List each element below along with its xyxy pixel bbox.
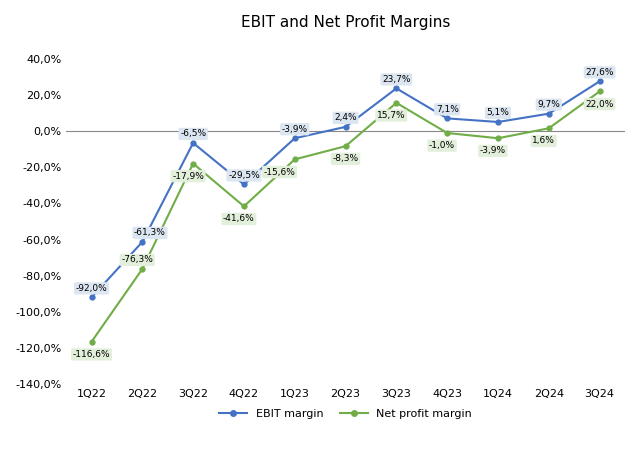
- EBIT margin: [494, 119, 502, 125]
- Text: 22,0%: 22,0%: [586, 100, 614, 109]
- Net profit margin: [342, 144, 349, 149]
- Text: -3,9%: -3,9%: [480, 146, 506, 156]
- Line: EBIT margin: EBIT margin: [89, 79, 602, 300]
- Text: 5,1%: 5,1%: [486, 108, 509, 118]
- EBIT margin: [240, 181, 248, 187]
- EBIT margin: [291, 136, 299, 141]
- Text: -8,3%: -8,3%: [333, 154, 358, 163]
- Net profit margin: [88, 339, 95, 344]
- Net profit margin: [596, 89, 604, 94]
- EBIT margin: [444, 116, 451, 121]
- Text: -17,9%: -17,9%: [172, 172, 204, 181]
- Net profit margin: [545, 125, 552, 131]
- Net profit margin: [444, 130, 451, 136]
- Net profit margin: [189, 161, 197, 166]
- Text: 1,6%: 1,6%: [532, 137, 555, 145]
- Net profit margin: [291, 156, 299, 162]
- EBIT margin: [138, 239, 146, 244]
- Text: 2,4%: 2,4%: [334, 113, 357, 122]
- Text: -3,9%: -3,9%: [282, 125, 308, 134]
- Text: 23,7%: 23,7%: [382, 75, 411, 84]
- Net profit margin: [240, 204, 248, 209]
- EBIT margin: [88, 294, 95, 300]
- Text: -61,3%: -61,3%: [134, 228, 166, 238]
- EBIT margin: [342, 124, 349, 130]
- Net profit margin: [392, 100, 400, 106]
- Text: -116,6%: -116,6%: [73, 350, 110, 359]
- Text: 27,6%: 27,6%: [586, 68, 614, 77]
- Line: Net profit margin: Net profit margin: [89, 89, 602, 344]
- Text: -76,3%: -76,3%: [122, 256, 153, 264]
- Text: 9,7%: 9,7%: [538, 100, 560, 109]
- Text: -15,6%: -15,6%: [264, 168, 296, 176]
- Net profit margin: [138, 266, 146, 272]
- EBIT margin: [545, 111, 552, 117]
- Text: -29,5%: -29,5%: [228, 171, 260, 180]
- Title: EBIT and Net Profit Margins: EBIT and Net Profit Margins: [241, 15, 451, 30]
- EBIT margin: [392, 86, 400, 91]
- Text: -92,0%: -92,0%: [76, 284, 108, 293]
- EBIT margin: [596, 79, 604, 84]
- Text: 7,1%: 7,1%: [436, 105, 459, 114]
- Text: 15,7%: 15,7%: [377, 111, 406, 120]
- Text: -41,6%: -41,6%: [223, 214, 255, 224]
- Legend: EBIT margin, Net profit margin: EBIT margin, Net profit margin: [214, 404, 477, 423]
- Text: -6,5%: -6,5%: [180, 129, 206, 138]
- Net profit margin: [494, 136, 502, 141]
- Text: -1,0%: -1,0%: [429, 141, 455, 150]
- EBIT margin: [189, 140, 197, 146]
